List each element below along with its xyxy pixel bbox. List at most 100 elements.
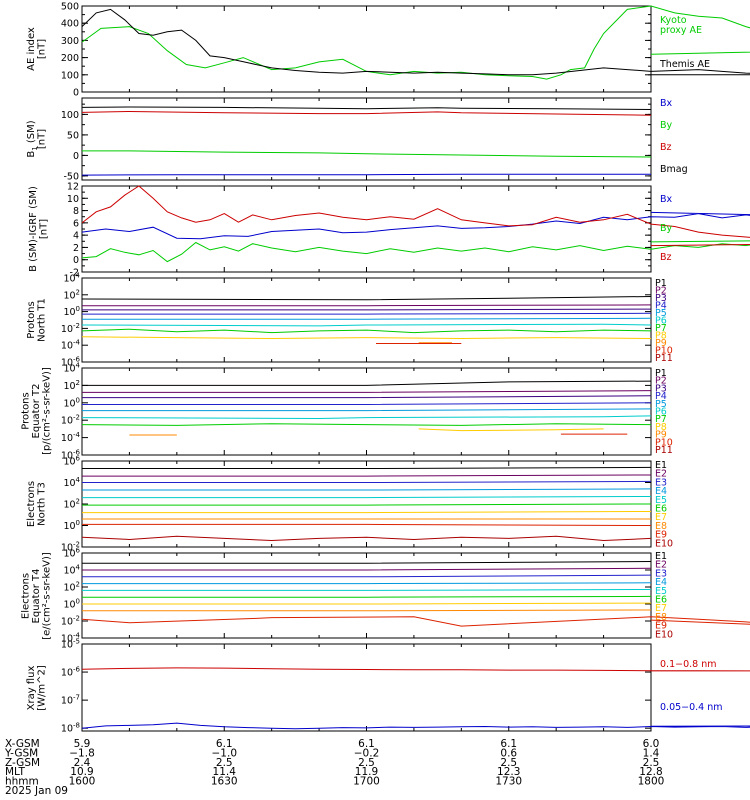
y-tick-label: 0 (73, 151, 79, 162)
series-line-0-05-0-4-nm (81, 722, 750, 730)
series-line-p6 (81, 415, 652, 420)
orbit-row-name: hhmm (5, 776, 39, 788)
series-line-e6 (82, 595, 652, 598)
legend-label: E2 (655, 469, 667, 480)
y-axis-title-line: [nT] (36, 39, 47, 59)
series-line-e6 (82, 503, 652, 506)
series-line-p8 (418, 428, 604, 432)
series-line-themis-ae (81, 8, 750, 76)
series-line-e3 (82, 574, 652, 578)
y-axis-title-line: B (SM)-IGRF (SM) (28, 186, 39, 272)
series-line-p2 (82, 390, 652, 393)
orbit-row-name: MLT (5, 766, 25, 778)
legend-label: E7 (655, 512, 667, 523)
y-tick-label: 10-6 (61, 449, 81, 462)
orbit-row-value: 1730 (495, 776, 522, 788)
series-line-e9 (82, 523, 652, 526)
y-tick-label: 200 (61, 53, 79, 64)
orbit-table: X-GSM 5.9 6.1 6.1 6.1 6.0 Y-GSM −1.8 −1.0 −0.2 0.6… (4, 738, 664, 797)
y-tick-label: 10-4 (61, 632, 81, 645)
y-tick-label: 102 (63, 288, 80, 301)
legend-label: P2 (655, 286, 667, 297)
panel-p2: 10410210010-210-410-6P1P2P3P4P5P6P7P8P9P… (21, 362, 673, 462)
y-axis-title: B1 (SM) [nT] (26, 120, 48, 157)
orbit-row-value: −0.2 (354, 747, 380, 759)
series-line-p8 (81, 336, 652, 340)
y-axis-title: AE index [nT] (26, 27, 48, 71)
legend-label: P7 (655, 414, 667, 425)
series-line-p1 (81, 296, 652, 301)
y-tick-label: 400 (61, 19, 79, 30)
y-tick-label: 10 (67, 194, 79, 205)
series-line-0-1-0-8-nm (81, 667, 750, 672)
panel-frame (81, 185, 652, 273)
orbit-row-value: 6.1 (358, 738, 375, 750)
y-axis-title-line: [p/(cm²-s-sr-keV)] (42, 367, 53, 455)
y-tick-label: 0 (73, 88, 79, 99)
orbit-row-value: 2.4 (74, 757, 91, 769)
legend-label: E5 (655, 586, 667, 597)
series-line-e1 (82, 466, 652, 469)
y-axis-title-line: [nT] (38, 219, 49, 239)
y-tick-label: 104 (63, 564, 80, 577)
y-tick-label: 10-8 (61, 722, 80, 735)
series-line-e2 (82, 474, 652, 477)
series-line-e8 (82, 609, 652, 612)
legend-label: E4 (655, 577, 667, 588)
orbit-row-value: 6.1 (500, 738, 517, 750)
series-line-p4 (82, 402, 652, 405)
legend-label: 0.05−0.4 nm (660, 702, 723, 713)
series-line-kyoto-proxy-ae (81, 5, 750, 80)
y-tick-label: 2 (73, 243, 79, 254)
series-line-by (82, 150, 652, 158)
orbit-row-value: 10.9 (70, 766, 93, 778)
orbit-row-value: 2.5 (216, 757, 233, 769)
y-tick-label: 6 (73, 218, 79, 229)
y-axis-title: Protons Equator T2 [p/(cm²-s-sr-keV)] (21, 367, 53, 455)
y-tick-label: 12 (67, 182, 79, 193)
y-tick-label: 104 (63, 476, 80, 489)
legend-label: P1 (655, 368, 667, 379)
series-line-e3 (82, 480, 652, 483)
orbit-row-value: 5.9 (74, 738, 91, 750)
legend-label: P11 (655, 445, 673, 456)
legend-label: E9 (655, 621, 667, 632)
y-tick-label: 10-2 (61, 414, 80, 427)
y-axis-title-line: [nT] (36, 129, 47, 149)
panel-frame (81, 552, 652, 639)
orbit-row-value: 1630 (211, 776, 238, 788)
y-tick-label: 10-6 (61, 356, 81, 369)
y-axis-title-line: Equator T4 (31, 569, 42, 624)
series-line-e10 (81, 535, 652, 542)
series-line-p5 (82, 408, 652, 412)
legend-label: 0.1−0.8 nm (660, 659, 716, 670)
y-tick-label: 100 (63, 396, 80, 409)
y-tick-label: 106 (63, 455, 80, 468)
y-axis-title-line: [e/(cm²-s-sr-keV)] (42, 552, 53, 640)
y-axis-title-line: AE index (26, 27, 37, 71)
y-tick-label: 100 (63, 598, 80, 611)
panel-frame (81, 97, 652, 181)
legend-label: P10 (655, 346, 673, 357)
series-line-e5 (82, 589, 652, 591)
legend-label: By (660, 120, 673, 131)
y-tick-label: -50 (63, 171, 79, 182)
legend-label: P11 (655, 353, 673, 364)
orbit-row-value: 2.5 (500, 757, 517, 769)
y-tick-label: 102 (63, 581, 80, 594)
legend-label: E7 (655, 603, 667, 614)
y-tick-label: 10-6 (61, 666, 81, 679)
legend-label: P10 (655, 437, 673, 448)
y-axis-title: Electrons Equator T4 [e/(cm²-s-sr-keV)] (21, 552, 53, 640)
y-axis-title-line: Protons (21, 392, 32, 429)
series-line-e4 (82, 488, 652, 491)
legend-label: P3 (655, 383, 667, 394)
orbit-row-value: 2.5 (643, 757, 660, 769)
series-line-p7 (81, 423, 652, 426)
y-tick-label: 10-2 (61, 322, 80, 335)
series-line-e9 (81, 616, 750, 627)
legend-label: P9 (655, 338, 667, 349)
legend-label: P5 (655, 399, 667, 410)
